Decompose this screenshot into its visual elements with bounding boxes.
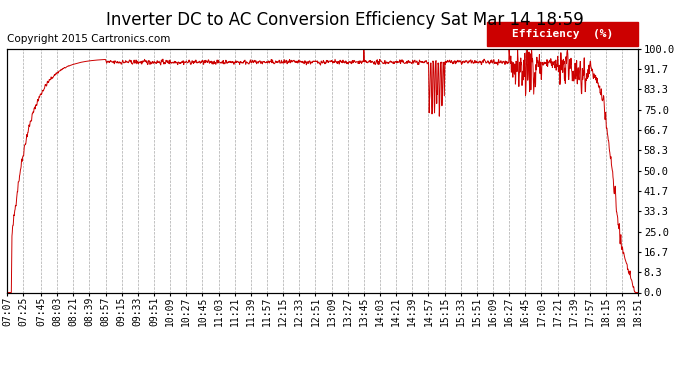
Text: Inverter DC to AC Conversion Efficiency Sat Mar 14 18:59: Inverter DC to AC Conversion Efficiency … bbox=[106, 11, 584, 29]
Text: Efficiency  (%): Efficiency (%) bbox=[512, 29, 613, 39]
Text: Copyright 2015 Cartronics.com: Copyright 2015 Cartronics.com bbox=[7, 34, 170, 44]
Bar bbox=[486, 22, 638, 46]
